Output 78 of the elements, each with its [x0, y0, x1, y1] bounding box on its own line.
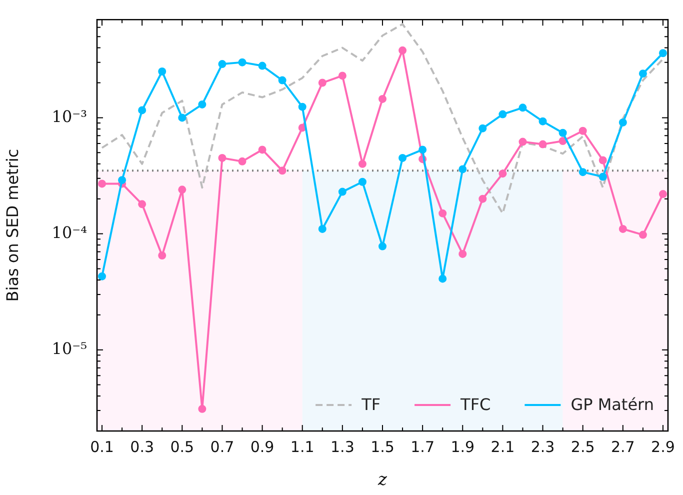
point	[498, 110, 507, 118]
point	[458, 165, 467, 174]
point	[558, 128, 567, 137]
point	[578, 168, 587, 176]
point	[398, 46, 407, 54]
point	[318, 78, 326, 87]
point	[538, 140, 547, 148]
legend-label: GP Matérn	[570, 395, 654, 414]
point	[178, 114, 186, 122]
x-tick-label: 0.3	[130, 438, 154, 456]
point	[418, 146, 427, 154]
point	[658, 49, 667, 58]
y-axis-title: Bias on SED metric	[2, 148, 22, 302]
point	[378, 242, 386, 250]
y-tick-label: 10⁻⁴	[52, 222, 87, 242]
x-tick-label: 1.3	[330, 438, 354, 456]
point	[218, 60, 226, 68]
legend-label: TFC	[460, 395, 491, 414]
x-tick-label: 0.9	[250, 438, 274, 456]
point	[358, 178, 366, 186]
point	[378, 94, 386, 103]
point	[138, 106, 146, 114]
point	[618, 224, 627, 233]
legend-label: TF	[360, 395, 381, 414]
point	[518, 138, 527, 146]
point	[518, 104, 527, 112]
point	[438, 209, 447, 218]
point	[258, 146, 266, 154]
point	[278, 166, 286, 175]
point	[258, 62, 266, 70]
point	[618, 118, 627, 126]
x-tick-label: 1.1	[290, 438, 314, 456]
point	[198, 404, 206, 413]
point	[478, 194, 487, 203]
point	[538, 117, 547, 126]
point	[598, 172, 607, 181]
point	[478, 124, 487, 132]
point	[638, 70, 647, 78]
line-series	[101, 23, 664, 214]
point	[578, 126, 587, 135]
point	[338, 188, 346, 196]
y-tick-label: 10⁻³	[52, 106, 87, 126]
x-tick-label: 1.9	[450, 438, 475, 456]
point	[498, 170, 507, 178]
point	[98, 180, 106, 188]
point	[438, 274, 447, 283]
point	[178, 186, 186, 194]
point	[218, 154, 226, 162]
x-tick-label: 2.5	[570, 438, 595, 456]
x-tick-label: 0.5	[170, 438, 194, 456]
x-tick-label: 2.7	[610, 438, 635, 456]
point	[238, 157, 246, 166]
point	[98, 272, 106, 280]
x-tick-label: 2.1	[490, 438, 515, 456]
x-tick-label: 2.9	[651, 438, 675, 456]
x-axis-title: z	[377, 470, 388, 490]
point	[658, 190, 667, 198]
x-tick-label: 1.7	[410, 438, 434, 456]
point	[318, 224, 326, 233]
y-tick-label: 10⁻⁵	[52, 339, 87, 358]
x-tick-label: 1.5	[370, 438, 394, 456]
x-tick-label: 0.7	[210, 438, 234, 456]
point	[458, 250, 467, 258]
point	[298, 102, 306, 111]
point	[238, 58, 246, 66]
point	[598, 156, 607, 164]
point	[118, 176, 126, 184]
point	[198, 100, 206, 108]
point	[138, 200, 146, 208]
x-tick-label: 0.1	[90, 438, 114, 456]
point	[338, 72, 346, 80]
point	[638, 230, 647, 239]
x-tick-label: 2.3	[530, 438, 555, 456]
point	[398, 154, 407, 162]
point	[158, 252, 166, 260]
point	[158, 68, 166, 76]
point	[358, 160, 366, 168]
point	[278, 76, 286, 84]
